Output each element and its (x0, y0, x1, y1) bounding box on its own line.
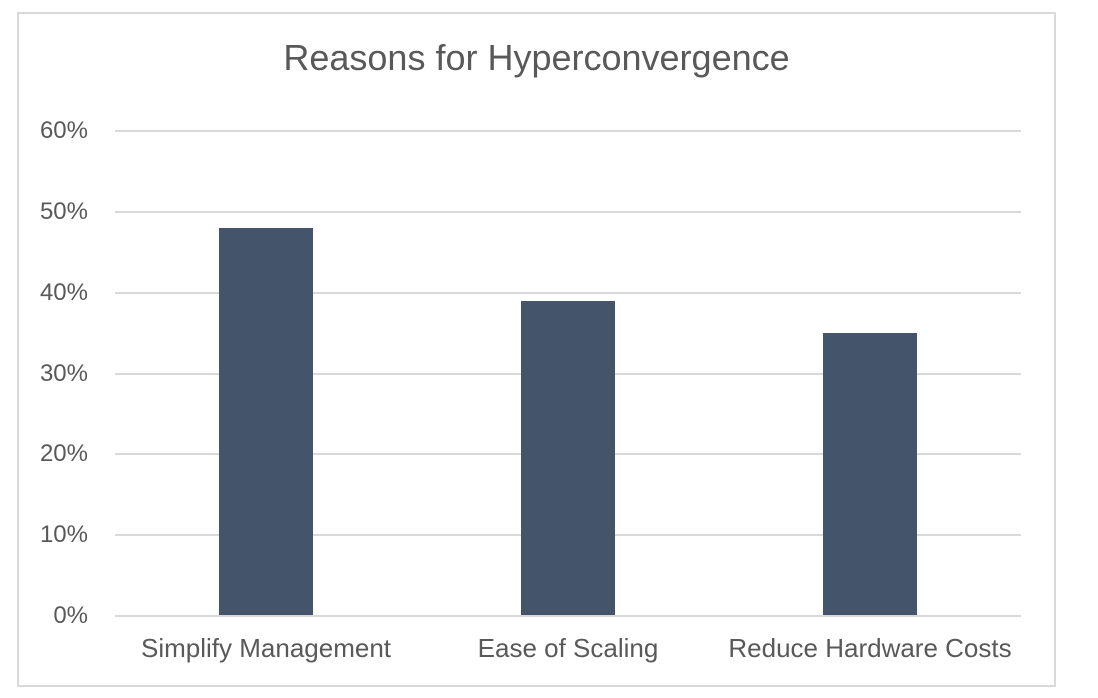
bar-cell-ease-of-scaling (417, 131, 719, 616)
x-category-label-ease-of-scaling: Ease of Scaling (477, 633, 659, 663)
bar-ease-of-scaling (521, 300, 615, 616)
y-tick-label: 60% (39, 117, 88, 144)
y-tick-label: 40% (39, 278, 88, 306)
gridline (115, 210, 1021, 213)
bar-cell-reduce-hardware-costs (719, 131, 1021, 616)
chart-title: Reasons for Hyperconvergence (283, 37, 790, 78)
bar-simplify-management (219, 228, 313, 616)
y-tick-label: 50% (39, 197, 88, 225)
x-axis-line (115, 615, 1021, 617)
x-category-label-reduce-hardware-costs: Reduce Hardware Costs (728, 633, 1012, 663)
bar-cell-simplify-management (115, 131, 417, 616)
gridline (115, 130, 1021, 132)
y-tick-label: 0% (53, 602, 88, 629)
y-tick-label: 20% (39, 440, 88, 468)
plot-area (115, 130, 1021, 616)
y-axis: 0% 10% 20% 30% 40% 50% 60% (17, 119, 88, 628)
x-axis-labels: Simplify Management Ease of Scaling Reduce… (115, 616, 1021, 663)
y-tick-label: 30% (39, 359, 88, 387)
bar-reduce-hardware-costs (823, 333, 917, 616)
gridline (115, 291, 1021, 294)
x-category-label-simplify-management: Simplify Management (141, 633, 391, 663)
y-tick-label: 10% (39, 521, 88, 549)
bars-container (115, 131, 1021, 616)
